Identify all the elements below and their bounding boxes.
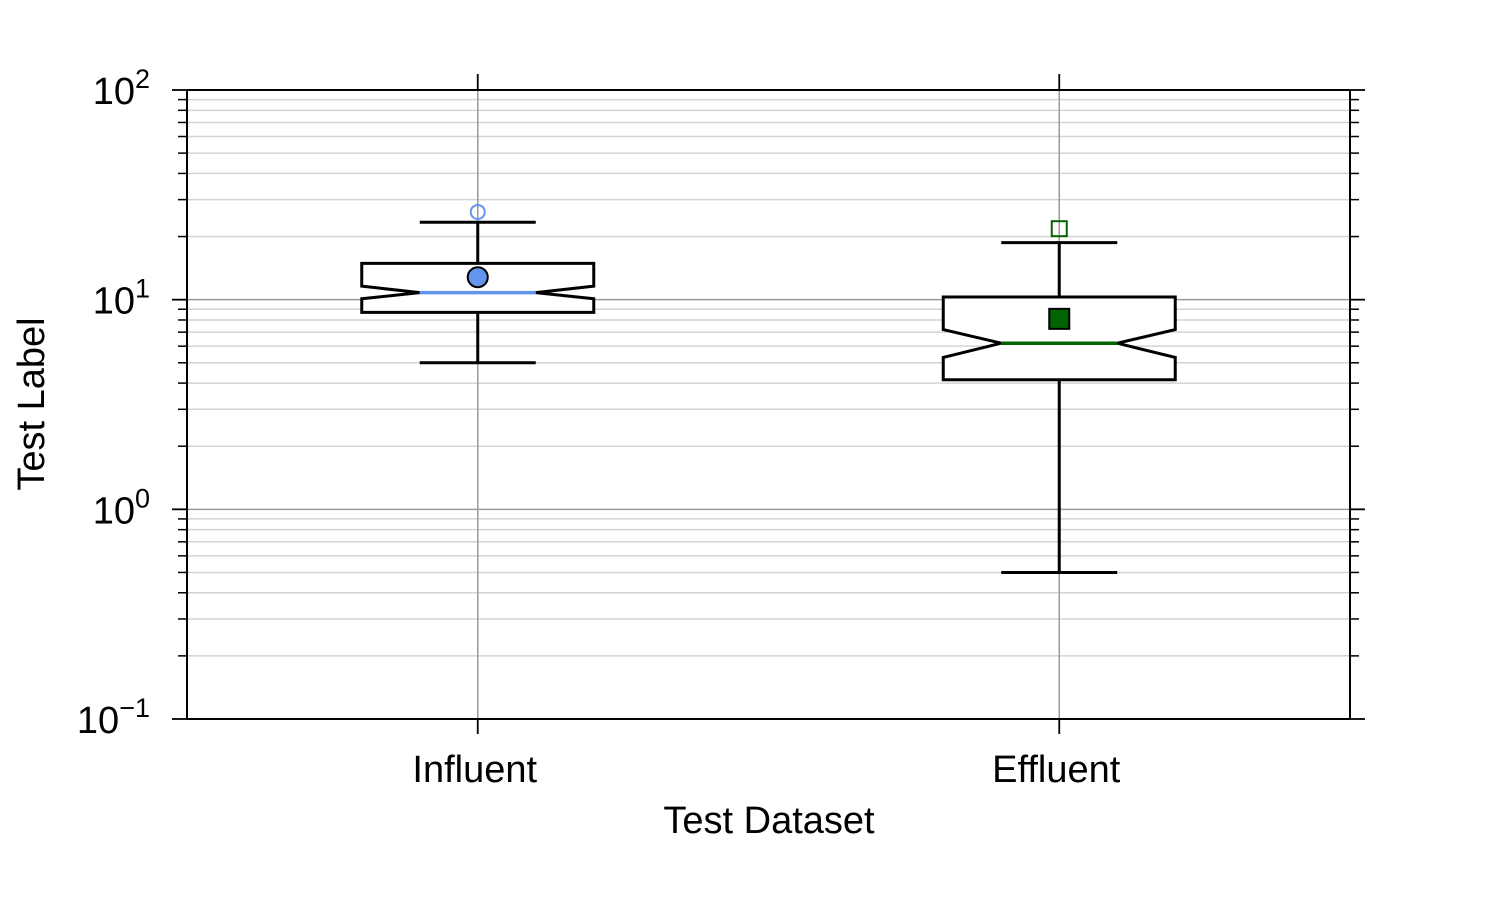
- y-tick-label: 10−1: [77, 693, 150, 742]
- grid: [187, 89, 1350, 720]
- boxes: [360, 203, 1177, 574]
- box-influent: [360, 203, 596, 365]
- x-axis-label: Test Dataset: [663, 800, 875, 842]
- plot-frame: [186, 89, 1351, 720]
- y-tick-label: 102: [93, 64, 150, 113]
- mean-marker: [1048, 307, 1071, 330]
- y-tick-label: 100: [93, 483, 150, 532]
- box-effluent: [941, 220, 1177, 574]
- tick-labels: 10−1 100 101 102 Influent Effluent: [77, 64, 1121, 791]
- outlier-point: [469, 203, 486, 220]
- x-tick-label: Effluent: [992, 749, 1121, 791]
- outlier-point: [1050, 220, 1068, 238]
- ticks: [172, 74, 1365, 734]
- y-tick-label: 101: [93, 274, 150, 323]
- mean-marker: [466, 266, 489, 289]
- x-tick-label: Influent: [412, 749, 537, 791]
- y-axis-label: Test Label: [11, 317, 53, 490]
- notched-box: [941, 295, 1177, 382]
